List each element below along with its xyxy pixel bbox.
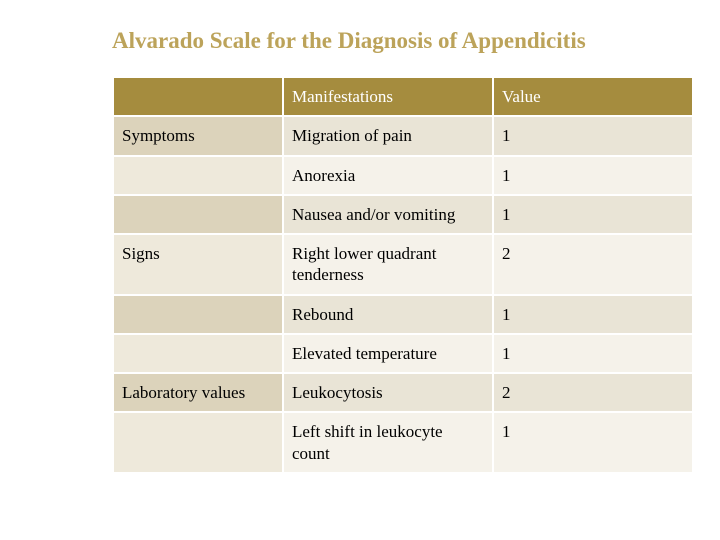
cell-category: Signs xyxy=(114,235,282,294)
cell-value: 1 xyxy=(494,413,692,472)
table-row: Left shift in leukocyte count 1 xyxy=(114,413,692,472)
cell-manifestation: Elevated temperature xyxy=(284,335,492,372)
cell-value: 1 xyxy=(494,157,692,194)
cell-manifestation: Nausea and/or vomiting xyxy=(284,196,492,233)
table-header-row: Manifestations Value xyxy=(114,78,692,115)
table-row: Signs Right lower quadrant tenderness 2 xyxy=(114,235,692,294)
cell-manifestation: Right lower quadrant tenderness xyxy=(284,235,492,294)
cell-category xyxy=(114,157,282,194)
cell-category: Laboratory values xyxy=(114,374,282,411)
cell-value: 2 xyxy=(494,235,692,294)
cell-value: 1 xyxy=(494,335,692,372)
cell-value: 1 xyxy=(494,117,692,154)
cell-category: Symptoms xyxy=(114,117,282,154)
page-title: Alvarado Scale for the Diagnosis of Appe… xyxy=(112,28,720,54)
cell-value: 1 xyxy=(494,296,692,333)
alvarado-table: Manifestations Value Symptoms Migration … xyxy=(112,76,694,474)
table-row: Elevated temperature 1 xyxy=(114,335,692,372)
col-header-category xyxy=(114,78,282,115)
table-row: Symptoms Migration of pain 1 xyxy=(114,117,692,154)
cell-manifestation: Rebound xyxy=(284,296,492,333)
col-header-value: Value xyxy=(494,78,692,115)
cell-value: 2 xyxy=(494,374,692,411)
cell-value: 1 xyxy=(494,196,692,233)
cell-category xyxy=(114,196,282,233)
table-row: Laboratory values Leukocytosis 2 xyxy=(114,374,692,411)
table-row: Nausea and/or vomiting 1 xyxy=(114,196,692,233)
table-row: Anorexia 1 xyxy=(114,157,692,194)
col-header-manifestations: Manifestations xyxy=(284,78,492,115)
cell-manifestation: Anorexia xyxy=(284,157,492,194)
table-row: Rebound 1 xyxy=(114,296,692,333)
cell-category xyxy=(114,413,282,472)
cell-manifestation: Leukocytosis xyxy=(284,374,492,411)
cell-manifestation: Migration of pain xyxy=(284,117,492,154)
cell-manifestation: Left shift in leukocyte count xyxy=(284,413,492,472)
cell-category xyxy=(114,296,282,333)
cell-category xyxy=(114,335,282,372)
